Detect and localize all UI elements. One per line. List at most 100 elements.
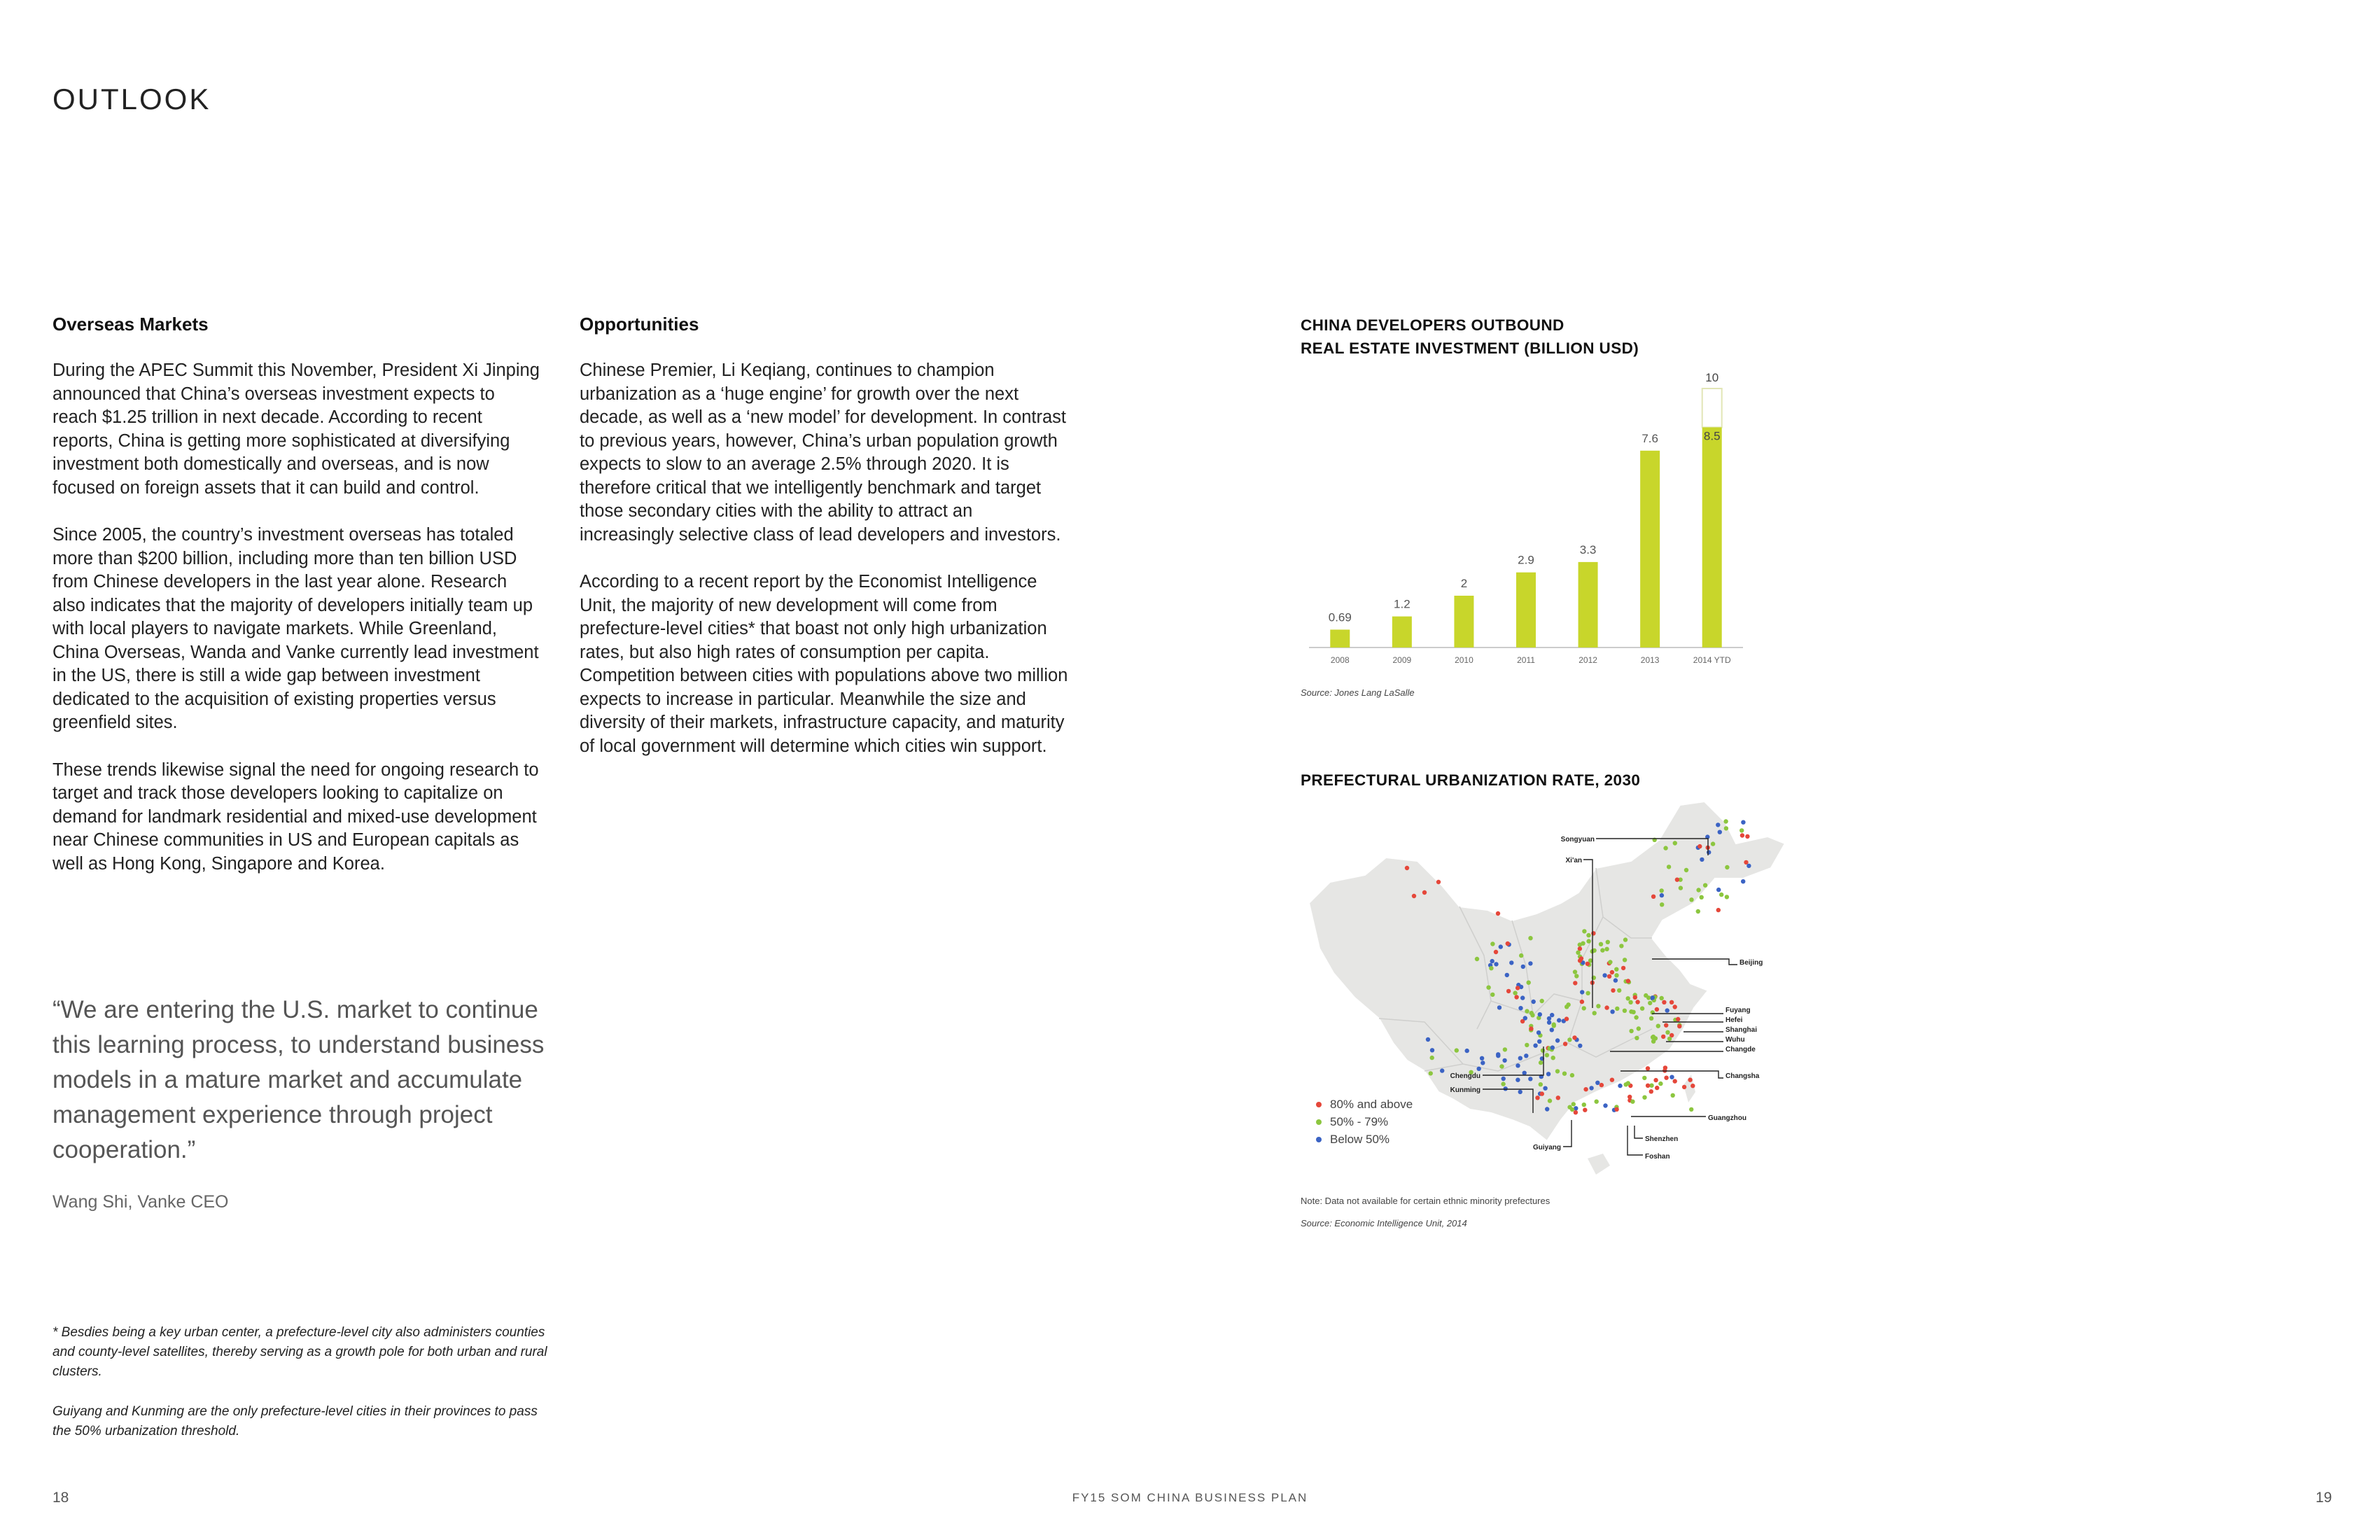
city-dot: [1598, 941, 1604, 946]
city-dot: [1490, 958, 1494, 964]
city-dot: [1469, 1070, 1474, 1074]
city-dot: [1619, 944, 1624, 948]
legend-dot-icon: [1316, 1101, 1322, 1107]
city-dot: [1669, 1000, 1674, 1004]
city-dot: [1501, 1082, 1506, 1086]
category-tick-label: 2012: [1578, 655, 1597, 665]
city-dot: [1700, 857, 1704, 862]
city-dot: [1592, 1011, 1597, 1016]
city-dot: [1674, 877, 1680, 882]
city-dot: [1569, 1107, 1575, 1112]
city-dot: [1582, 929, 1587, 934]
city-dot: [1613, 978, 1618, 983]
bar: [1454, 596, 1474, 648]
city-dot: [1645, 1083, 1651, 1088]
city-dot: [1562, 1071, 1567, 1076]
city-label: Xi'an: [1566, 857, 1583, 864]
callout-line: [1483, 1088, 1534, 1113]
city-dot: [1578, 956, 1584, 961]
bar: [1640, 450, 1660, 648]
city-dot: [1651, 1039, 1656, 1044]
city-dot: [1425, 1037, 1431, 1042]
opportunities-column: Opportunities Chinese Premier, Li Keqian…: [580, 314, 1070, 782]
city-dot: [1525, 1042, 1530, 1048]
city-dot: [1586, 990, 1590, 995]
hainan-outline: [1588, 1154, 1610, 1175]
city-dot: [1550, 1012, 1555, 1018]
city-dot: [1535, 1096, 1540, 1100]
city-dot: [1501, 1076, 1506, 1082]
city-dot: [1628, 1094, 1632, 1100]
city-dot: [1569, 1072, 1575, 1078]
city-dot: [1648, 1016, 1654, 1021]
city-dot: [1518, 1089, 1522, 1095]
category-tick-label: 2009: [1393, 655, 1412, 665]
city-dot: [1608, 960, 1613, 965]
city-dot: [1651, 894, 1656, 899]
city-label: Chengdu: [1450, 1072, 1480, 1080]
city-dot: [1628, 1000, 1633, 1004]
city-dot: [1672, 841, 1677, 846]
china-outline: [1308, 800, 1786, 1142]
city-dot: [1533, 1043, 1538, 1048]
map-legend: 80% and above 50% - 79% Below 50%: [1316, 1096, 1413, 1148]
city-dot: [1614, 967, 1619, 972]
city-dot: [1544, 1053, 1550, 1058]
city-dot: [1493, 949, 1499, 955]
city-dot: [1540, 1048, 1546, 1053]
city-dot: [1486, 985, 1491, 990]
city-dot: [1509, 960, 1514, 965]
city-dot: [1681, 1084, 1687, 1090]
city-dot: [1585, 961, 1590, 966]
city-dot: [1531, 999, 1536, 1004]
city-dot: [1549, 1028, 1554, 1032]
bar-value-label: 3.3: [1580, 543, 1597, 556]
city-dot: [1656, 1023, 1660, 1028]
legend-label: Below 50%: [1330, 1133, 1390, 1146]
projected-total-label: 10: [1705, 371, 1718, 384]
city-dot: [1546, 1016, 1552, 1021]
city-dot: [1634, 1035, 1639, 1041]
city-dot: [1658, 1081, 1663, 1086]
quote-author: Wang Shi, Vanke CEO: [52, 1192, 229, 1212]
city-dot: [1586, 932, 1591, 938]
city-dot: [1504, 972, 1509, 978]
city-dot: [1577, 946, 1583, 951]
city-dot: [1520, 995, 1525, 1000]
city-dot: [1497, 1005, 1502, 1010]
city-dot: [1689, 897, 1694, 902]
city-dot: [1480, 1060, 1485, 1065]
city-dot: [1625, 979, 1631, 983]
city-dot: [1660, 902, 1665, 907]
callout-line: [1620, 1070, 1723, 1079]
city-dot: [1741, 879, 1746, 884]
city-dot: [1574, 974, 1579, 979]
city-dot: [1429, 1048, 1435, 1053]
city-dot: [1555, 1069, 1560, 1074]
city-dot: [1665, 1008, 1670, 1013]
city-dot: [1662, 1000, 1667, 1004]
callout-line: [1652, 958, 1737, 965]
city-dot: [1631, 1009, 1636, 1014]
chart-title-line-2: REAL ESTATE INVESTMENT (BILLION USD): [1301, 340, 1639, 357]
city-dot: [1636, 1026, 1641, 1031]
city-dot: [1659, 995, 1664, 1001]
bar: [1516, 572, 1536, 648]
city-dot: [1719, 892, 1724, 897]
city-dot: [1519, 953, 1524, 958]
city-dot: [1429, 1055, 1434, 1060]
city-dot: [1644, 993, 1648, 998]
city-label: Guangzhou: [1708, 1114, 1746, 1122]
city-dot: [1702, 883, 1708, 888]
city-label: Foshan: [1645, 1153, 1670, 1161]
city-dot: [1546, 1020, 1552, 1025]
city-dot: [1537, 1039, 1542, 1044]
city-label: Wuhu: [1726, 1036, 1745, 1044]
city-dot: [1545, 1107, 1550, 1112]
china-urbanization-map: Songyuan Xi'an Beijing Fuyang Hefei Shanghai W…: [1308, 800, 1786, 1175]
city-dot: [1546, 1072, 1551, 1077]
map-title: PREFECTURAL URBANIZATION RATE, 2030: [1301, 771, 1641, 789]
city-dot: [1589, 1086, 1594, 1091]
city-dot: [1746, 863, 1751, 869]
city-dot: [1615, 1006, 1620, 1011]
